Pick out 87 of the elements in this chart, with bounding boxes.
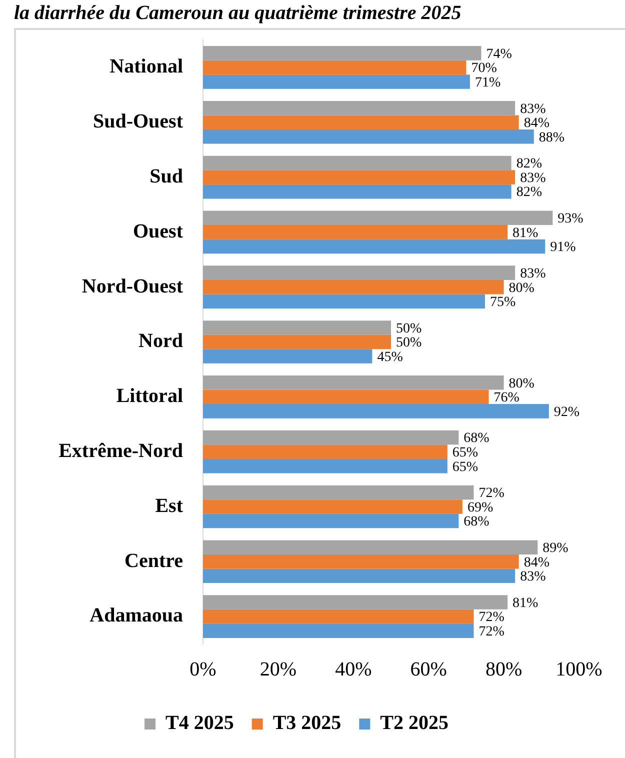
y-tick-label: Nord-Ouest [82,275,184,298]
data-label: 84% [524,555,550,570]
legend-label: T2 2025 [380,712,449,734]
data-label: 91% [550,240,576,256]
data-label: 83% [520,170,546,186]
bar [203,225,508,240]
data-label: 65% [452,460,478,475]
bar [203,130,534,144]
bar [203,74,470,89]
data-label: 83% [520,570,546,585]
bar [203,500,462,514]
data-label: 83% [520,266,546,282]
bar [203,568,516,584]
data-label: 80% [508,280,535,296]
bar [203,458,448,474]
bar [203,390,489,404]
x-tick-label: 20% [260,658,297,680]
y-tick-label: Est [155,494,184,517]
bar [203,540,538,554]
data-label: 93% [558,212,584,227]
data-label: 50% [396,321,422,336]
bar [203,156,512,170]
x-tick-label: 40% [335,658,372,680]
data-label: 76% [494,390,520,406]
bar [203,375,504,390]
data-label: 65% [452,445,478,460]
data-label: 83% [520,102,546,117]
bar [203,115,519,130]
bar [203,624,474,638]
bar [203,294,485,309]
bar [203,554,519,569]
y-tick-label: Extrême-Nord [58,440,183,462]
data-label: 81% [512,226,539,241]
legend-label: T3 2025 [272,712,342,734]
bar [203,60,466,75]
y-tick-label: Ouest [133,220,184,242]
data-label: 69% [467,500,494,516]
x-tick-label: 0% [190,658,216,680]
data-label: 81% [512,596,539,611]
data-label: 82% [516,185,542,200]
bar [203,334,391,350]
data-label: 72% [478,624,505,640]
x-tick-label: 80% [485,658,522,680]
bar [203,444,448,459]
bar [203,280,504,294]
bar [203,266,516,280]
data-label: 50% [396,336,422,351]
x-tick-label: 60% [410,658,447,680]
chart-title: la diarrhée du Cameroun au quatrième trimestre 2025 [14,2,462,24]
data-label: 68% [464,514,490,530]
bar [203,210,553,226]
data-label: 75% [490,295,516,310]
y-tick-label: Sud [150,165,183,188]
bar [203,485,474,500]
data-label: 84% [524,116,550,132]
legend-label: T4 2025 [165,712,234,734]
data-label: 74% [486,46,512,62]
bar [203,239,546,254]
data-label: 71% [474,75,501,90]
bar [203,320,391,335]
data-label: 92% [554,404,580,420]
bar [203,404,549,418]
y-tick-label: Sud-Ouest [92,110,184,133]
y-tick-label: National [110,56,184,78]
data-label: 80% [508,376,535,392]
data-label: 72% [478,610,505,626]
data-label: 89% [542,541,569,556]
bar [203,609,474,624]
y-tick-label: Nord [138,330,183,352]
bar [203,349,372,364]
bar [203,595,508,610]
bar [203,100,516,116]
y-tick-label: Centre [124,550,184,572]
bar [203,46,482,60]
data-label: 88% [538,130,565,146]
data-label: 72% [478,486,505,502]
y-tick-label: Adamaoua [90,604,183,627]
y-tick-label: Littoral [116,385,184,408]
bar [203,184,512,199]
data-label: 68% [464,431,490,446]
x-tick-label: 100% [556,658,602,680]
data-label: 70% [471,61,498,76]
bar [203,514,459,528]
bar [203,430,459,445]
bar [203,170,516,184]
data-label: 82% [516,156,542,172]
data-label: 45% [377,350,404,365]
